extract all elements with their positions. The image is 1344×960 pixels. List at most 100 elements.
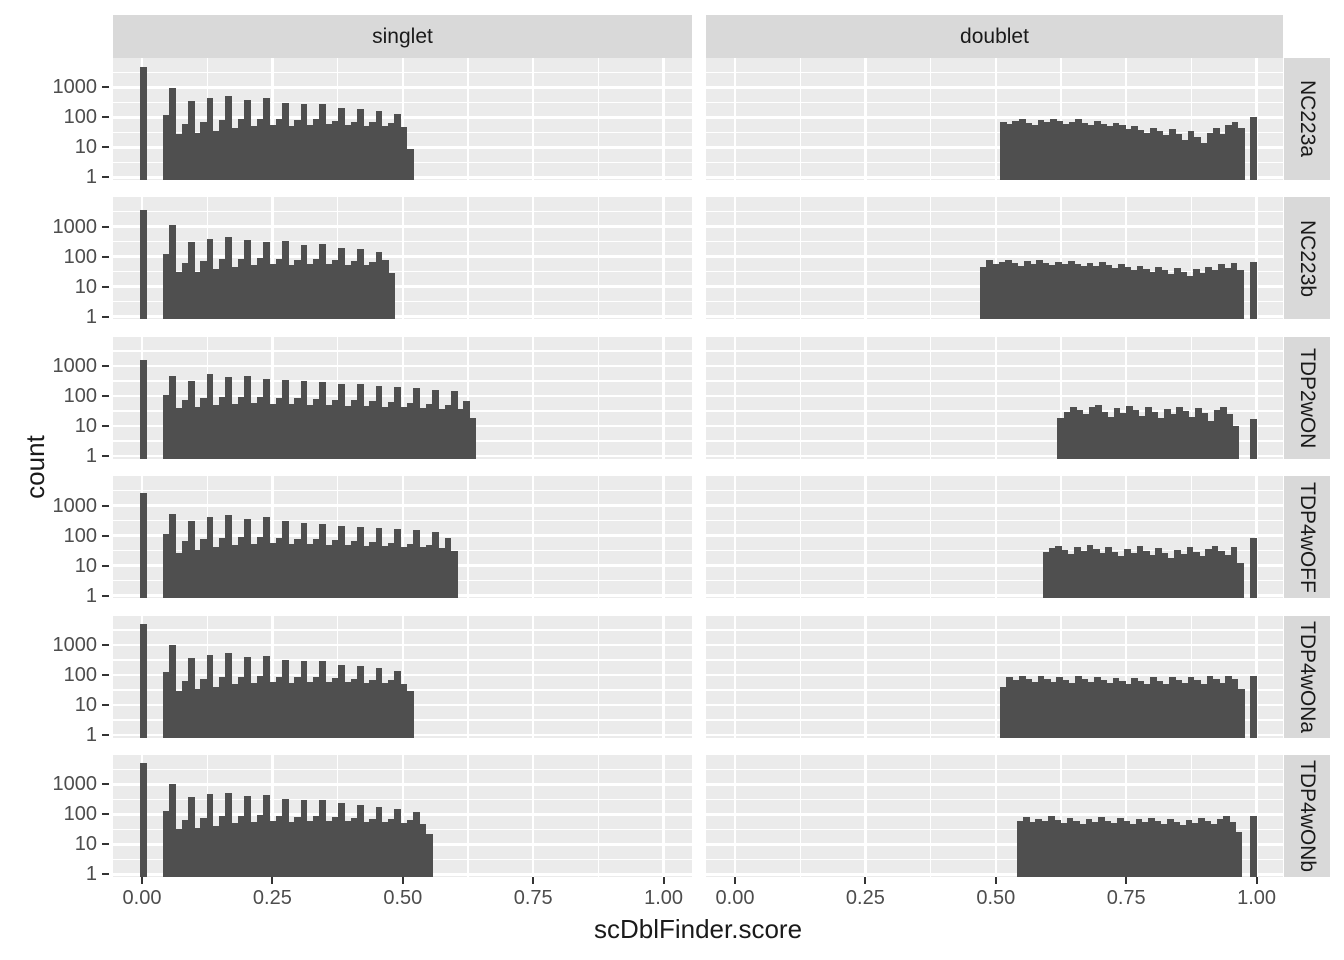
histogram-bar xyxy=(187,520,195,599)
histogram-bar xyxy=(1198,817,1205,877)
histogram-bar xyxy=(1129,824,1137,877)
histogram-bar xyxy=(1212,679,1220,738)
h-gridline-minor xyxy=(706,579,1283,582)
y-tick-label: 1000 xyxy=(52,76,98,99)
histogram-spike-bar xyxy=(1249,675,1257,738)
v-gridline-minor xyxy=(799,197,801,320)
y-tick-label: 100 xyxy=(63,385,97,408)
y-tick-label: 10 xyxy=(74,554,97,577)
facet-panel-NC223b-singlet xyxy=(113,197,692,320)
x-tick-label: 1.00 xyxy=(644,887,684,909)
histogram-bar xyxy=(1211,545,1219,599)
histogram-bar xyxy=(1105,265,1113,320)
v-gridline-major xyxy=(271,197,274,320)
histogram-bar xyxy=(1006,677,1013,738)
h-gridline-major xyxy=(706,86,1283,89)
y-tick-mark xyxy=(102,673,109,676)
y-tick-label: 100 xyxy=(63,663,97,686)
histogram-bar xyxy=(1182,410,1190,459)
v-gridline-major xyxy=(1124,755,1128,877)
histogram-bar xyxy=(1037,676,1045,738)
histogram-bar xyxy=(162,395,170,459)
histogram-bar xyxy=(1206,676,1214,738)
histogram-bar xyxy=(369,122,377,180)
histogram-bar xyxy=(413,811,420,877)
histogram-bar xyxy=(1031,125,1039,180)
x-tick-label: 0.00 xyxy=(715,887,755,909)
histogram-bar xyxy=(1092,549,1100,599)
h-gridline-minor xyxy=(706,489,1283,492)
histogram-bar xyxy=(313,677,320,738)
y-tick-label: 1000 xyxy=(52,494,98,517)
histogram-bar xyxy=(1207,420,1215,459)
histogram-bar xyxy=(999,121,1007,180)
histogram-bar xyxy=(1088,406,1096,459)
h-gridline-major xyxy=(706,843,1283,846)
histogram-bar xyxy=(1162,683,1170,738)
histogram-bar xyxy=(1117,264,1125,320)
histogram-bar xyxy=(313,399,320,459)
v-gridline-minor xyxy=(799,476,801,599)
histogram-bar xyxy=(263,655,270,738)
histogram-bar xyxy=(1067,260,1075,320)
histogram-bar xyxy=(306,125,314,180)
histogram-bar xyxy=(181,819,189,877)
histogram-bar xyxy=(294,816,302,877)
histogram-bar xyxy=(394,113,402,180)
y-tick-label: 1 xyxy=(85,584,97,607)
v-gridline-minor xyxy=(1190,476,1193,599)
histogram-bar xyxy=(1179,824,1187,877)
v-gridline-minor xyxy=(929,476,932,599)
histogram-bar xyxy=(1113,408,1121,459)
histogram-bar xyxy=(1036,260,1044,320)
histogram-bar xyxy=(1091,821,1099,877)
histogram-bar xyxy=(263,242,270,320)
histogram-bar xyxy=(331,260,339,320)
histogram-bar xyxy=(1055,545,1062,599)
histogram-bar xyxy=(231,823,239,877)
column-strip-singlet-label: singlet xyxy=(372,24,433,48)
histogram-bar xyxy=(225,236,233,320)
x-tick-mark xyxy=(401,877,404,884)
histogram-bar xyxy=(219,120,226,180)
v-gridline-minor xyxy=(799,615,801,738)
histogram-bar xyxy=(244,375,251,459)
histogram-bar xyxy=(288,821,295,877)
histogram-bar xyxy=(356,249,364,320)
histogram-bar xyxy=(1116,818,1124,877)
histogram-bar xyxy=(400,822,408,877)
histogram-bar xyxy=(1101,411,1108,459)
histogram-spike-bar xyxy=(140,623,147,738)
h-gridline-major xyxy=(706,424,1283,428)
histogram-bar xyxy=(388,819,395,877)
x-tick-label: 0.50 xyxy=(976,887,1016,909)
h-gridline-major xyxy=(706,703,1283,707)
row-strip-label: NC223a xyxy=(1296,80,1319,158)
row-strip-TDP4wOFF: TDP4wOFF xyxy=(1284,476,1330,599)
histogram-bar xyxy=(1023,261,1031,320)
v-gridline-major xyxy=(662,476,665,599)
facet-panel-NC223a-singlet xyxy=(113,58,692,180)
v-gridline-major xyxy=(531,615,535,738)
histogram-bar xyxy=(1030,263,1037,320)
histogram-bar xyxy=(206,374,214,459)
histogram-bar xyxy=(306,264,314,320)
histogram-bar xyxy=(313,816,320,877)
histogram-bar xyxy=(375,111,383,180)
histogram-bar xyxy=(381,546,389,599)
y-tick-mark xyxy=(102,843,109,846)
v-gridline-major xyxy=(994,58,998,180)
histogram-bar xyxy=(1029,822,1036,877)
v-gridline-minor xyxy=(336,476,339,599)
histogram-bar xyxy=(356,665,364,738)
v-gridline-major xyxy=(271,615,274,738)
histogram-bar xyxy=(1138,415,1146,459)
v-gridline-minor xyxy=(597,755,600,877)
histogram-bar xyxy=(980,267,987,320)
histogram-bar xyxy=(281,659,289,738)
y-tick-mark xyxy=(102,365,109,368)
histogram-bar xyxy=(1107,417,1115,459)
histogram-bar xyxy=(1176,406,1184,459)
histogram-bar xyxy=(1200,683,1208,738)
histogram-bar xyxy=(363,265,370,320)
